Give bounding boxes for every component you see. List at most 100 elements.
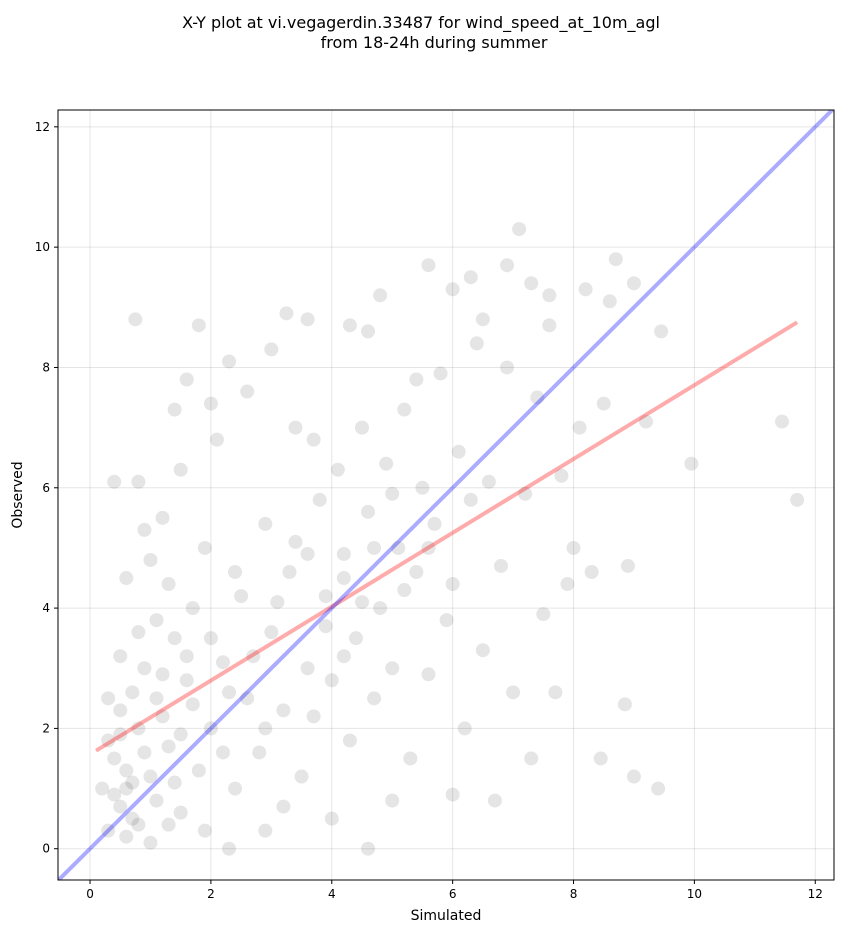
point (463, 492, 478, 507)
point (463, 270, 478, 285)
point (131, 625, 146, 640)
point (542, 288, 557, 303)
point (264, 625, 279, 640)
y-tick-label: 8 (42, 360, 50, 374)
point (240, 691, 255, 706)
point (185, 697, 200, 712)
point (113, 727, 128, 742)
point (608, 252, 623, 267)
point (155, 510, 170, 525)
point (258, 516, 273, 531)
point (342, 318, 357, 333)
point (626, 276, 641, 291)
point (318, 589, 333, 604)
point (149, 793, 164, 808)
point (234, 589, 249, 604)
y-tick-label: 6 (42, 481, 50, 495)
point (324, 811, 339, 826)
y-axis-label: Observed (10, 461, 26, 528)
point (203, 721, 218, 736)
point (617, 697, 632, 712)
point (125, 811, 140, 826)
point (101, 733, 116, 748)
point (548, 685, 563, 700)
point (385, 661, 400, 676)
point (354, 420, 369, 435)
point (270, 595, 285, 610)
point (397, 583, 412, 598)
point (361, 324, 376, 339)
point (113, 649, 128, 664)
x-tick-label: 6 (449, 887, 457, 901)
point (137, 661, 152, 676)
point (469, 336, 484, 351)
chart-title: X-Y plot at vi.vegagerdin.33487 for wind… (182, 13, 660, 33)
point (137, 745, 152, 760)
point (197, 823, 212, 838)
point (475, 312, 490, 327)
point (258, 823, 273, 838)
point (554, 468, 569, 483)
point (300, 546, 315, 561)
point (654, 324, 669, 339)
point (403, 751, 418, 766)
x-tick-label: 2 (207, 887, 215, 901)
point (167, 775, 182, 790)
point (409, 372, 424, 387)
grid (58, 110, 834, 880)
point (324, 673, 339, 688)
point (279, 306, 294, 321)
point (95, 781, 110, 796)
point (530, 390, 545, 405)
point (143, 835, 158, 850)
point (306, 432, 321, 447)
point (294, 769, 309, 784)
point (445, 787, 460, 802)
y-tick-label: 2 (42, 721, 50, 735)
point (367, 691, 382, 706)
point (361, 841, 376, 856)
point (593, 751, 608, 766)
point (252, 745, 267, 760)
point (107, 787, 122, 802)
point (421, 540, 436, 555)
point (336, 649, 351, 664)
point (173, 727, 188, 742)
reference-line (95, 320, 799, 753)
point (107, 474, 122, 489)
point (397, 402, 412, 417)
point (518, 486, 533, 501)
point (336, 546, 351, 561)
point (572, 420, 587, 435)
point (119, 781, 134, 796)
point (481, 474, 496, 489)
point (542, 318, 557, 333)
point (288, 534, 303, 549)
point (143, 552, 158, 567)
point (203, 396, 218, 411)
x-tick-label: 8 (570, 887, 578, 901)
point (179, 649, 194, 664)
point (367, 540, 382, 555)
y-tick-label: 4 (42, 601, 50, 615)
point (493, 558, 508, 573)
y-tick-label: 0 (42, 842, 50, 856)
point (185, 601, 200, 616)
point (421, 667, 436, 682)
point (342, 733, 357, 748)
point (228, 781, 243, 796)
point (500, 258, 515, 273)
point (457, 721, 472, 736)
point (179, 673, 194, 688)
point (584, 565, 599, 579)
point (500, 360, 515, 375)
point (246, 649, 261, 664)
point (119, 571, 134, 586)
point (379, 456, 394, 471)
point (312, 492, 327, 507)
point (222, 685, 237, 700)
point (475, 643, 490, 658)
point (282, 565, 297, 579)
point (119, 763, 134, 778)
